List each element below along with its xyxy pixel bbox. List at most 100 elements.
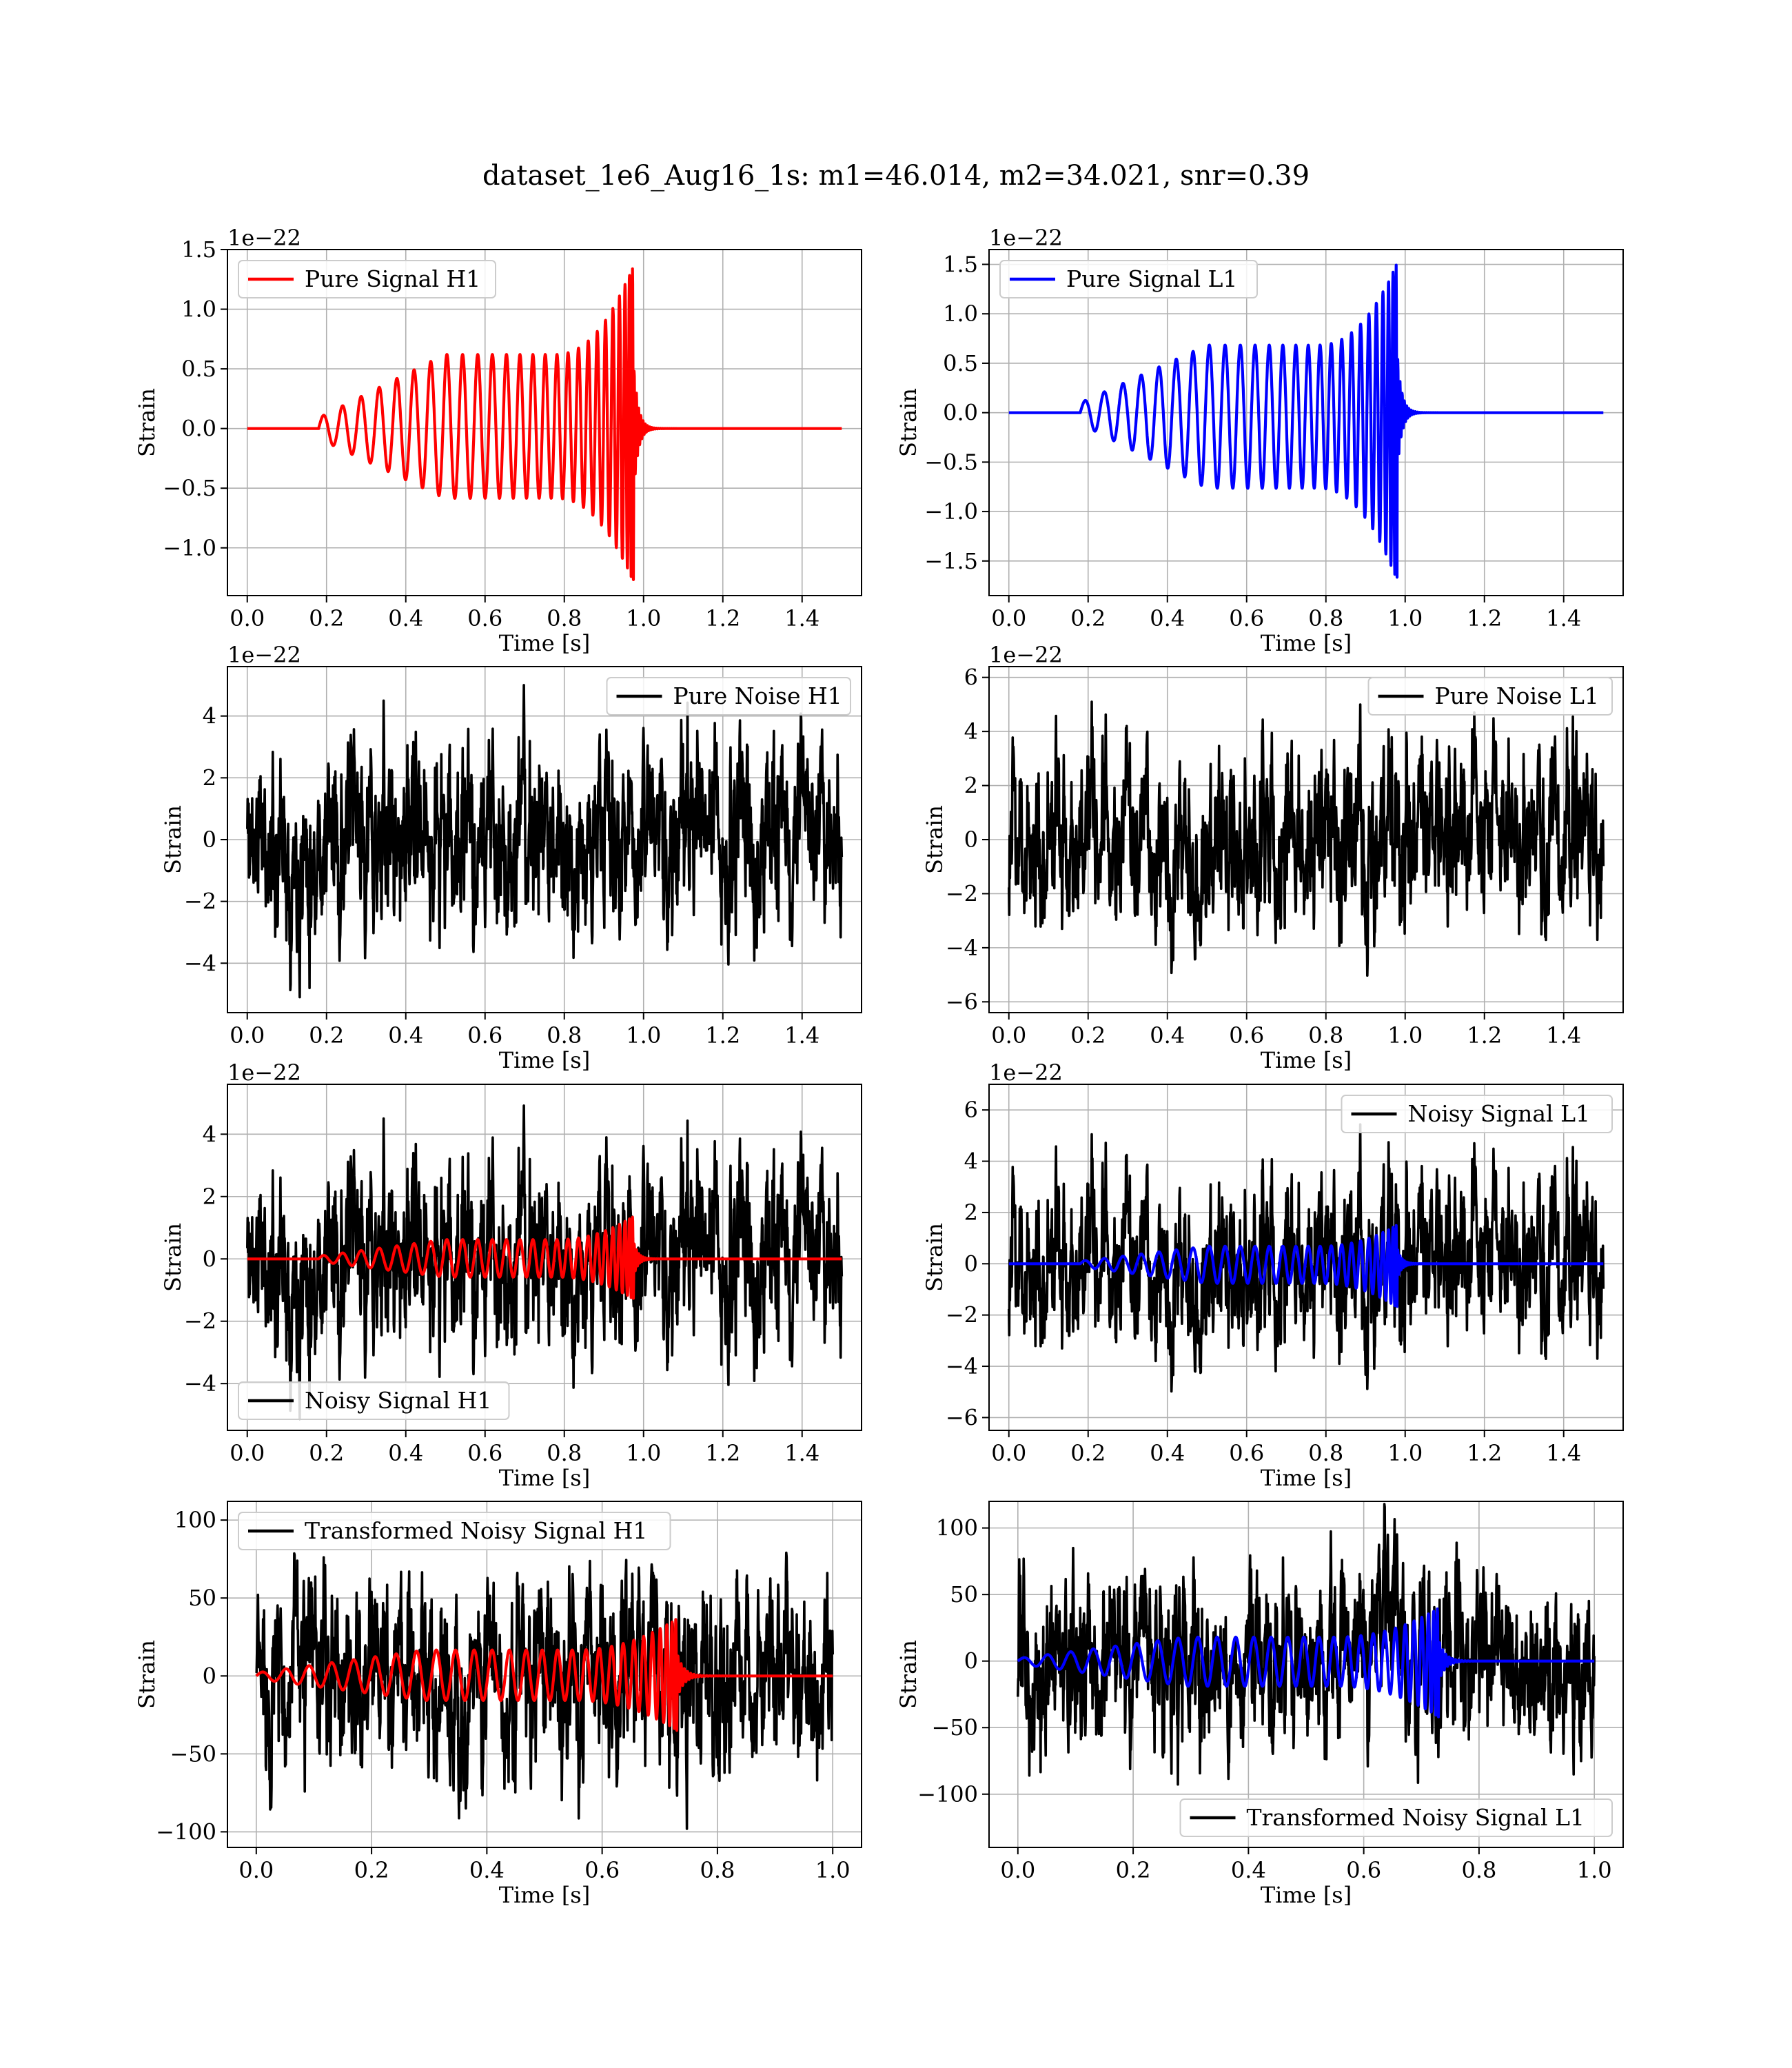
y-axis-label: Strain	[160, 1223, 186, 1292]
x-tick-label: 1.4	[1546, 605, 1581, 631]
legend-label: Noisy Signal H1	[305, 1387, 491, 1414]
x-tick-label: 1.4	[784, 1022, 819, 1048]
x-tick-label: 0.0	[230, 605, 265, 631]
legend: Pure Signal H1	[238, 260, 496, 298]
series-line-transformed-noisy-signal-h1	[255, 1551, 834, 1830]
legend-box	[238, 260, 496, 298]
x-tick-label: 1.2	[1467, 1022, 1502, 1048]
y-tick-label: −4	[184, 950, 216, 976]
y-tick-label: 4	[964, 718, 978, 744]
y-tick-label: −100	[917, 1781, 978, 1807]
y-tick-label: 50	[950, 1581, 978, 1608]
series-line-transformed-noisy-signal-l1	[1017, 1503, 1596, 1786]
legend: Transformed Noisy Signal L1	[1179, 1798, 1613, 1837]
y-tick-label: −6	[946, 1404, 978, 1430]
subplot-pure-signal-h1: 0.0 0.2 0.4 0.6 0.8 1.0 1.2 1.4 −1.0 −0.5 0.0 0.5 1.…	[134, 225, 862, 656]
series-line-pure-signal-l1	[1007, 263, 1605, 579]
x-tick-label: 1.0	[626, 1022, 661, 1048]
y-axis-label: Strain	[134, 1640, 160, 1709]
x-tick-label: 0.4	[469, 1857, 505, 1883]
y-axis-label: Strain	[134, 388, 160, 457]
y-tick-label: 2	[203, 764, 216, 791]
series-line-chirp-overlay	[255, 1618, 835, 1732]
y-offset-text: 1e−22	[989, 642, 1063, 668]
y-tick-label: −4	[946, 1353, 978, 1379]
y-axis-label: Strain	[160, 805, 186, 874]
x-tick-label: 1.2	[705, 605, 740, 631]
y-tick-label: 0.0	[181, 416, 216, 442]
x-tick-label: 0.4	[1150, 1022, 1185, 1048]
x-tick-label: 0.2	[354, 1857, 389, 1883]
y-tick-label: 1.0	[943, 301, 978, 327]
x-tick-label: 1.0	[1577, 1857, 1612, 1883]
y-tick-label: 2	[964, 1199, 978, 1226]
x-tick-label: 0.0	[991, 605, 1026, 631]
x-tick-label: 0.4	[1150, 605, 1185, 631]
x-tick-label: 0.6	[1229, 1022, 1264, 1048]
y-tick-label: 2	[964, 773, 978, 799]
legend-box	[1179, 1798, 1613, 1837]
y-tick-label: 0.0	[943, 400, 978, 426]
x-tick-label: 0.8	[1308, 1022, 1343, 1048]
x-tick-label: 0.6	[1229, 1440, 1264, 1466]
x-tick-label: 0.0	[238, 1857, 274, 1883]
figure-title: dataset_1e6_Aug16_1s: m1=46.014, m2=34.0…	[482, 160, 1310, 192]
y-tick-label: 0.5	[943, 350, 978, 376]
x-tick-label: 0.2	[1070, 605, 1106, 631]
legend-label: Pure Signal H1	[305, 265, 480, 292]
y-tick-label: −4	[184, 1370, 216, 1397]
legend-box	[238, 1512, 671, 1550]
x-axis-label: Time [s]	[499, 1047, 590, 1073]
x-tick-label: 0.8	[1461, 1857, 1496, 1883]
y-tick-label: −1.5	[924, 548, 978, 574]
y-axis-label: Strain	[895, 1640, 922, 1709]
x-tick-label: 0.8	[700, 1857, 735, 1883]
y-tick-label: 4	[203, 1121, 216, 1147]
legend-label: Pure Noise L1	[1435, 682, 1599, 709]
subplot-pure-signal-l1: 0.0 0.2 0.4 0.6 0.8 1.0 1.2 1.4 −1.5 −1.0 −0.5 0.0 0…	[895, 225, 1624, 656]
x-tick-label: 1.0	[1387, 1440, 1423, 1466]
legend-label: Pure Noise H1	[673, 682, 842, 709]
y-tick-label: 6	[964, 665, 978, 691]
y-tick-label: 0	[964, 827, 978, 853]
y-tick-label: 0.5	[181, 356, 216, 382]
legend-label: Transformed Noisy Signal L1	[1247, 1804, 1585, 1831]
x-tick-label: 1.0	[626, 605, 661, 631]
series-line-chirp-overlay	[1016, 1607, 1596, 1719]
x-tick-label: 1.2	[1467, 1440, 1502, 1466]
y-tick-label: −0.5	[924, 449, 978, 475]
x-tick-label: 0.6	[1346, 1857, 1381, 1883]
x-tick-label: 0.6	[467, 1440, 502, 1466]
x-axis-label: Time [s]	[499, 1465, 590, 1491]
x-tick-label: 1.2	[705, 1022, 740, 1048]
y-offset-text: 1e−22	[989, 1060, 1063, 1086]
y-tick-label: −1.0	[924, 498, 978, 525]
x-tick-label: 0.6	[584, 1857, 620, 1883]
x-tick-label: 0.2	[1070, 1022, 1106, 1048]
y-tick-label: 0	[203, 1246, 216, 1272]
y-tick-label: −2	[946, 1302, 978, 1328]
subplot-pure-noise-h1: 0.0 0.2 0.4 0.6 0.8 1.0 1.2 1.4 −4 −2 0 2 4 Time [s] S…	[160, 642, 862, 1073]
x-tick-label: 1.4	[1546, 1022, 1581, 1048]
x-tick-label: 1.0	[815, 1857, 851, 1883]
y-tick-label: −2	[184, 889, 216, 915]
x-tick-label: 1.2	[1467, 605, 1502, 631]
y-offset-text: 1e−22	[227, 1060, 301, 1086]
x-tick-label: 0.4	[388, 605, 423, 631]
x-tick-label: 0.4	[1231, 1857, 1266, 1883]
y-tick-label: 2	[203, 1184, 216, 1210]
legend-box	[1367, 677, 1613, 716]
x-tick-label: 0.2	[309, 1022, 344, 1048]
x-tick-label: 0.2	[309, 1440, 344, 1466]
x-axis-label: Time [s]	[1261, 630, 1352, 656]
legend: Noisy Signal H1	[238, 1381, 510, 1420]
x-axis-label: Time [s]	[499, 630, 590, 656]
x-tick-label: 0.4	[388, 1022, 423, 1048]
y-tick-label: −100	[156, 1818, 216, 1845]
x-tick-label: 0.4	[388, 1440, 423, 1466]
axes-frame	[988, 1501, 1624, 1848]
y-axis-label: Strain	[922, 1223, 948, 1292]
axes-frame	[227, 1501, 862, 1848]
x-tick-label: 0.8	[1308, 1440, 1343, 1466]
